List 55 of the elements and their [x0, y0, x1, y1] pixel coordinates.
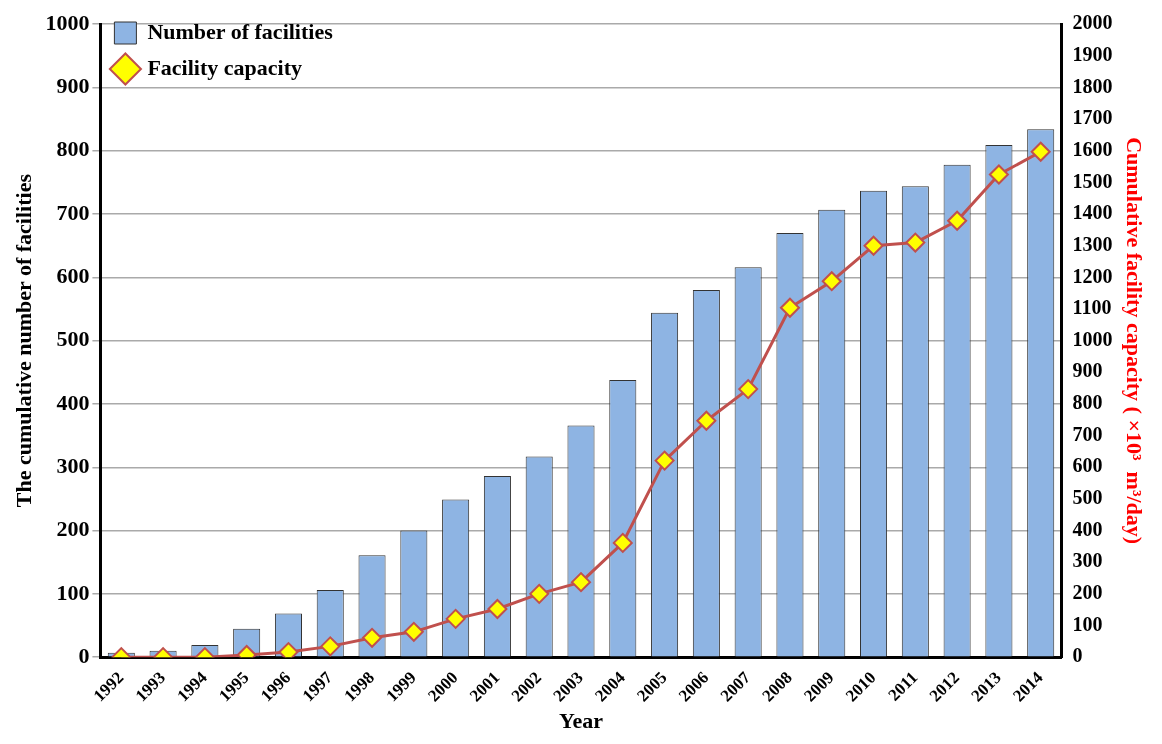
y2-tick-label: 600: [1072, 454, 1103, 477]
legend-label: Number of facilities: [147, 18, 334, 44]
y-tick-label: 500: [56, 326, 90, 352]
y2-tick-label: 700: [1072, 422, 1103, 445]
point: [905, 232, 926, 253]
point: [863, 235, 884, 256]
point: [571, 572, 591, 593]
y2-tick-label: 0: [1072, 644, 1083, 667]
y2-tick-label: 1400: [1072, 201, 1113, 224]
point: [654, 450, 675, 471]
point: [947, 210, 968, 231]
point: [320, 636, 341, 657]
legend-label: Facility capacity: [147, 54, 302, 80]
point: [1030, 141, 1051, 162]
point: [362, 627, 383, 648]
y2-tick-label: 1000: [1072, 327, 1113, 350]
y2-tick-label: 900: [1072, 359, 1103, 382]
point: [696, 410, 717, 431]
y2-tick-label: 2000: [1072, 11, 1113, 34]
y-tick-label: 200: [56, 516, 90, 542]
x-axis-title: Year: [559, 708, 604, 734]
y2-tick-label: 100: [1072, 612, 1103, 635]
point: [612, 532, 633, 553]
y2-tick-label: 1300: [1072, 232, 1113, 255]
y-tick-label: 700: [56, 199, 90, 225]
point: [738, 379, 759, 400]
y2-tick-label: 1100: [1072, 296, 1112, 319]
y-tick-label: 100: [56, 579, 90, 605]
y-tick-label: 800: [56, 136, 90, 162]
y2-tick-label: 500: [1072, 486, 1103, 509]
point: [779, 297, 800, 318]
y-axis-title: The cumulative number of facilities: [10, 173, 36, 508]
y2-tick-label: 1500: [1072, 169, 1113, 192]
y2-tick-label: 300: [1072, 549, 1103, 572]
point: [821, 271, 842, 292]
y-tick-label: 300: [56, 452, 90, 478]
y2-tick-label: 1700: [1072, 106, 1113, 129]
point: [403, 621, 424, 642]
point: [529, 583, 550, 604]
y-tick-label: 600: [56, 263, 90, 289]
y2-tick-label: 1900: [1072, 43, 1113, 66]
point: [487, 599, 508, 620]
y2-tick-label: 400: [1072, 517, 1103, 540]
y-tick-label: 900: [56, 73, 90, 99]
point: [445, 608, 466, 629]
y2-tick-label: 1800: [1072, 74, 1113, 97]
y2-axis-title: Cumulative facility capacity ( ×10³ m³/day): [1122, 137, 1148, 545]
y2-tick-label: 1200: [1072, 264, 1113, 287]
y2-tick-label: 1600: [1072, 137, 1113, 160]
y2-tick-label: 200: [1072, 581, 1103, 604]
y-tick-label: 1000: [45, 9, 90, 35]
point: [988, 164, 1009, 185]
y-tick-label: 0: [78, 642, 90, 668]
y2-tick-label: 800: [1072, 391, 1103, 414]
y-tick-label: 400: [56, 389, 90, 415]
